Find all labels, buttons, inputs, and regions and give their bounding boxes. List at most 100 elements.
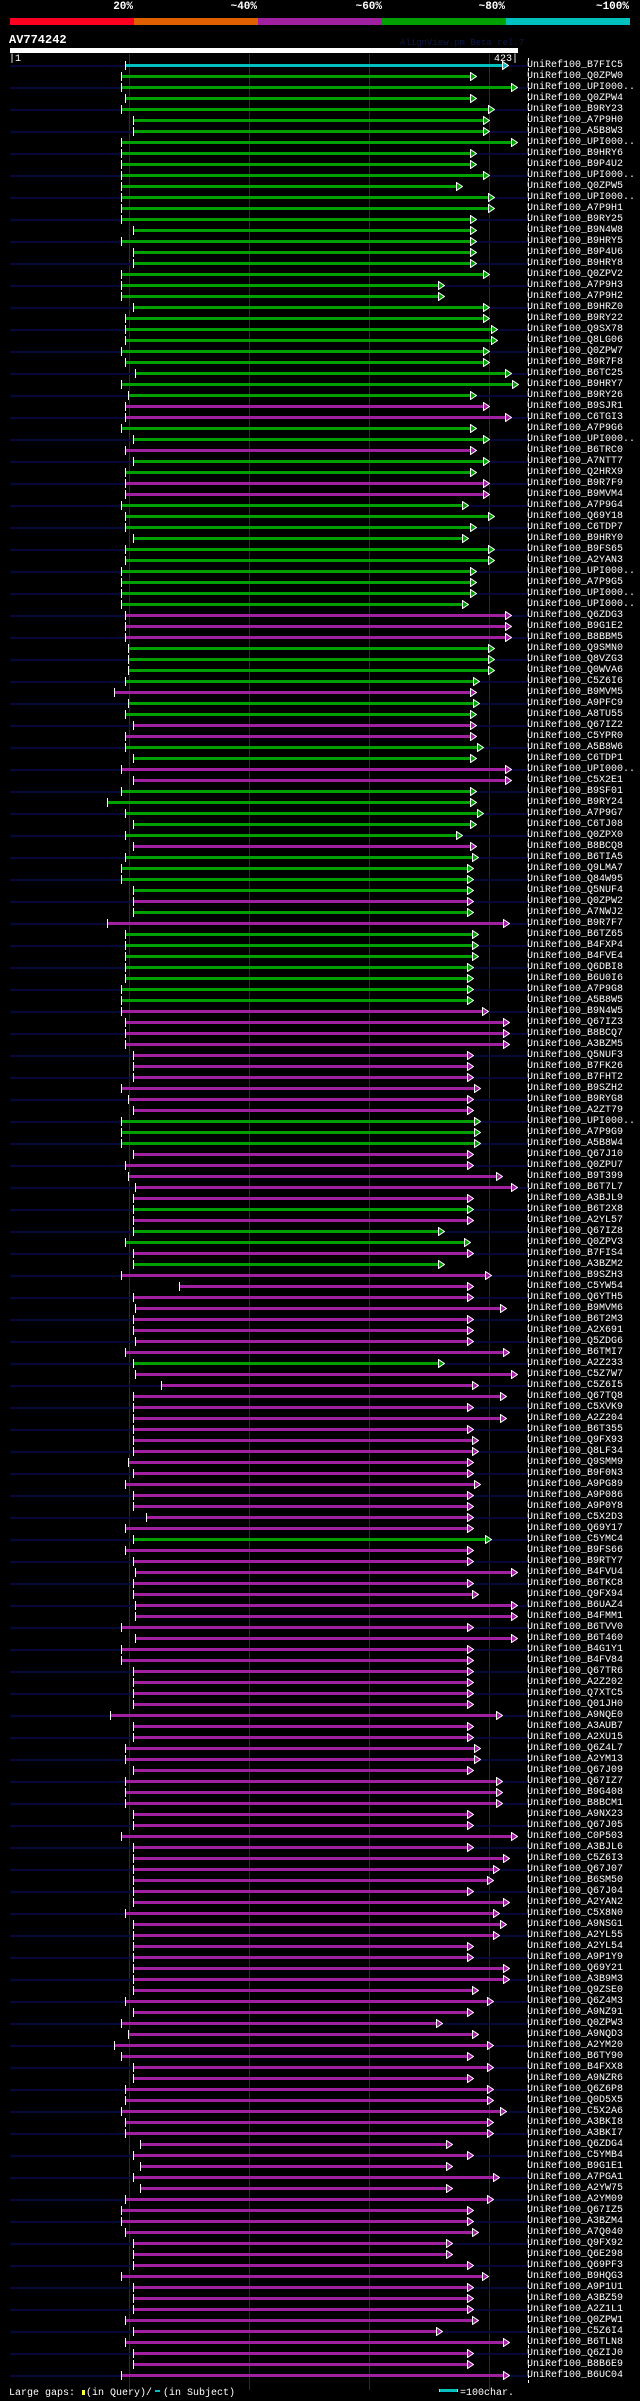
hit-bar[interactable] (120, 217, 471, 221)
alignment-row[interactable]: UniRef100_A9P1Y9 (0, 1952, 640, 1963)
hit-label[interactable]: UniRef100_B6TKC8 (527, 1577, 624, 1589)
hit-bar[interactable] (132, 118, 484, 122)
hit-label[interactable]: UniRef100_B9P4U2 (527, 158, 624, 170)
hit-label[interactable]: UniRef100_Q9SMN0 (527, 642, 624, 654)
hit-label[interactable]: UniRef100_A2YM20 (527, 2039, 624, 2051)
alignment-row[interactable]: UniRef100_Q8VZG3 (0, 654, 640, 665)
hit-label[interactable]: UniRef100_Q0D5X5 (527, 2094, 624, 2106)
hit-bar[interactable] (132, 899, 469, 903)
alignment-row[interactable]: UniRef100_B6T355 (0, 1424, 640, 1435)
alignment-row[interactable]: UniRef100_A9NQE0 (0, 1710, 640, 1721)
hit-label[interactable]: UniRef100_B7FIC5 (527, 59, 624, 71)
alignment-row[interactable]: UniRef100_C5X2A6 (0, 2106, 640, 2117)
alignment-row[interactable]: UniRef100_B9RY22 (0, 313, 640, 324)
alignment-row[interactable]: UniRef100_B6TKC8 (0, 1578, 640, 1589)
alignment-row[interactable]: UniRef100_B9SZH2 (0, 1083, 640, 1094)
hit-label[interactable]: UniRef100_B9HRY0 (527, 532, 624, 544)
alignment-row[interactable]: UniRef100_B4FXP4 (0, 940, 640, 951)
hit-bar[interactable] (132, 1438, 474, 1442)
alignment-row[interactable]: UniRef100_A7P9G9 (0, 1127, 640, 1138)
alignment-row[interactable]: UniRef100_UPI000.. (0, 764, 640, 775)
hit-label[interactable]: UniRef100_Q69PF3 (527, 2259, 624, 2271)
hit-bar[interactable] (132, 1735, 469, 1739)
hit-label[interactable]: UniRef100_UPI000.. (527, 169, 636, 181)
hit-label[interactable]: UniRef100_B9RTY7 (527, 1555, 624, 1567)
hit-label[interactable]: UniRef100_B9RYG8 (527, 1093, 624, 1105)
hit-label[interactable]: UniRef100_B4FXP4 (527, 939, 624, 951)
alignment-row[interactable]: UniRef100_UPI000.. (0, 192, 640, 203)
alignment-row[interactable]: UniRef100_A2XU15 (0, 1732, 640, 1743)
alignment-row[interactable]: UniRef100_UPI000.. (0, 170, 640, 181)
alignment-row[interactable]: UniRef100_A7P9G5 (0, 577, 640, 588)
hit-bar[interactable] (120, 998, 469, 1002)
hit-label[interactable]: UniRef100_A7P9H1 (527, 202, 624, 214)
alignment-row[interactable]: UniRef100_Q67IZ3 (0, 1017, 640, 1028)
hit-label[interactable]: UniRef100_Q0WVA6 (527, 664, 624, 676)
hit-label[interactable]: UniRef100_A2X691 (527, 1324, 624, 1336)
alignment-row[interactable]: UniRef100_A9P086 (0, 1490, 640, 1501)
hit-label[interactable]: UniRef100_Q67J10 (527, 1148, 624, 1160)
hit-bar[interactable] (120, 140, 512, 144)
hit-bar[interactable] (120, 2054, 469, 2058)
alignment-row[interactable]: UniRef100_A8TU55 (0, 709, 640, 720)
alignment-row[interactable]: UniRef100_Q69Y18 (0, 511, 640, 522)
alignment-row[interactable]: UniRef100_Q9FX93 (0, 1435, 640, 1446)
alignment-row[interactable]: UniRef100_B6UAZ4 (0, 1600, 640, 1611)
hit-label[interactable]: UniRef100_B6TY90 (527, 2050, 624, 2062)
alignment-row[interactable]: UniRef100_B6TLN8 (0, 2337, 640, 2348)
alignment-row[interactable]: UniRef100_Q6DBI8 (0, 962, 640, 973)
hit-label[interactable]: UniRef100_Q9FX93 (527, 1434, 624, 1446)
hit-bar[interactable] (134, 371, 506, 375)
hit-label[interactable]: UniRef100_B8BCQ7 (527, 1027, 624, 1039)
hit-label[interactable]: UniRef100_B9FS65 (527, 543, 624, 555)
hit-bar[interactable] (120, 1086, 476, 1090)
alignment-row[interactable]: UniRef100_A5B8W3 (0, 126, 640, 137)
alignment-row[interactable]: UniRef100_Q0ZPX0 (0, 830, 640, 841)
hit-label[interactable]: UniRef100_B9G1E2 (527, 620, 624, 632)
hit-bar[interactable] (132, 822, 471, 826)
alignment-row[interactable]: UniRef100_C5YPR0 (0, 731, 640, 742)
hit-label[interactable]: UniRef100_Q0ZPW5 (527, 180, 624, 192)
hit-bar[interactable] (132, 1988, 474, 1992)
hit-bar[interactable] (120, 789, 471, 793)
hit-label[interactable]: UniRef100_B6TIA5 (527, 851, 624, 863)
alignment-row[interactable]: UniRef100_A2Z233 (0, 1358, 640, 1369)
hit-label[interactable]: UniRef100_B6UC04 (527, 2369, 624, 2381)
hit-label[interactable]: UniRef100_B6T2M3 (527, 1313, 624, 1325)
hit-label[interactable]: UniRef100_A9NX23 (527, 1808, 624, 1820)
alignment-row[interactable]: UniRef100_A9NZR6 (0, 2073, 640, 2084)
alignment-row[interactable]: UniRef100_A2YL57 (0, 1215, 640, 1226)
alignment-row[interactable]: UniRef100_UPI000.. (0, 599, 640, 610)
alignment-row[interactable]: UniRef100_Q69Y17 (0, 1523, 640, 1534)
hit-bar[interactable] (107, 800, 471, 804)
alignment-row[interactable]: UniRef100_Q7XTC5 (0, 1688, 640, 1699)
alignment-row[interactable]: UniRef100_Q67IZ2 (0, 720, 640, 731)
alignment-row[interactable]: UniRef100_B9SJR1 (0, 401, 640, 412)
alignment-row[interactable]: UniRef100_UPI000.. (0, 82, 640, 93)
alignment-row[interactable]: UniRef100_B6TZ65 (0, 929, 640, 940)
alignment-row[interactable]: UniRef100_Q84W95 (0, 874, 640, 885)
hit-label[interactable]: UniRef100_C0P503 (527, 1830, 624, 1842)
hit-bar[interactable] (125, 1779, 498, 1783)
alignment-row[interactable]: UniRef100_A9PFC9 (0, 698, 640, 709)
alignment-row[interactable]: UniRef100_A3BZM2 (0, 1259, 640, 1270)
hit-label[interactable]: UniRef100_C5XVK9 (527, 1401, 624, 1413)
hit-label[interactable]: UniRef100_Q6DBI8 (527, 961, 624, 973)
hit-bar[interactable] (125, 954, 474, 958)
alignment-row[interactable]: UniRef100_UPI000.. (0, 434, 640, 445)
hit-bar[interactable] (127, 393, 471, 397)
hit-bar[interactable] (125, 1482, 476, 1486)
hit-bar[interactable] (134, 1570, 512, 1574)
alignment-row[interactable]: UniRef100_Q0ZPU7 (0, 1160, 640, 1171)
hit-bar[interactable] (120, 987, 469, 991)
alignment-row[interactable]: UniRef100_A5B8W5 (0, 995, 640, 1006)
alignment-row[interactable]: UniRef100_A5B8W4 (0, 1138, 640, 1149)
alignment-row[interactable]: UniRef100_B9MVM6 (0, 1303, 640, 1314)
hit-bar[interactable] (120, 283, 440, 287)
alignment-row[interactable]: UniRef100_B8BBM5 (0, 632, 640, 643)
alignment-row[interactable]: UniRef100_A2YL54 (0, 1941, 640, 1952)
hit-bar[interactable] (109, 1713, 498, 1717)
alignment-row[interactable]: UniRef100_Q9SX78 (0, 324, 640, 335)
alignment-row[interactable]: UniRef100_A3BJL6 (0, 1842, 640, 1853)
hit-label[interactable]: UniRef100_UPI000.. (527, 763, 636, 775)
